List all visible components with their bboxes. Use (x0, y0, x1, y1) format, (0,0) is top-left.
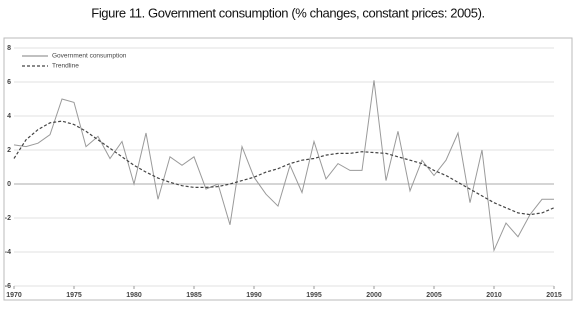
y-tick-label: 4 (7, 113, 11, 120)
chart-title: Figure 11. Government consumption (% cha… (91, 5, 484, 20)
data-line (13, 80, 554, 253)
y-tick-label: -4 (5, 249, 11, 256)
x-tick-label: 2000 (366, 292, 382, 299)
y-tick-label: -6 (5, 283, 11, 290)
legend-label: Government consumption (52, 53, 127, 60)
x-tick-label: 2005 (426, 292, 442, 299)
x-tick-label: 2015 (546, 292, 562, 299)
x-tick-label: 1970 (6, 292, 22, 299)
y-tick-label: 2 (7, 147, 11, 154)
chart-frame (3, 37, 573, 301)
y-tick-label: 6 (7, 79, 11, 86)
x-tick-label: 2010 (486, 292, 502, 299)
y-tick-label: 8 (7, 45, 11, 52)
x-tick-label: 1995 (306, 292, 322, 299)
x-tick-label: 1980 (126, 292, 142, 299)
y-tick-label: -2 (5, 215, 11, 222)
legend-label: Trendline (52, 63, 79, 70)
y-tick-label: 0 (7, 181, 11, 188)
x-tick-label: 1990 (246, 292, 262, 299)
x-tick-label: 1975 (66, 292, 82, 299)
x-tick-label: 1985 (186, 292, 202, 299)
trendline (13, 120, 555, 216)
